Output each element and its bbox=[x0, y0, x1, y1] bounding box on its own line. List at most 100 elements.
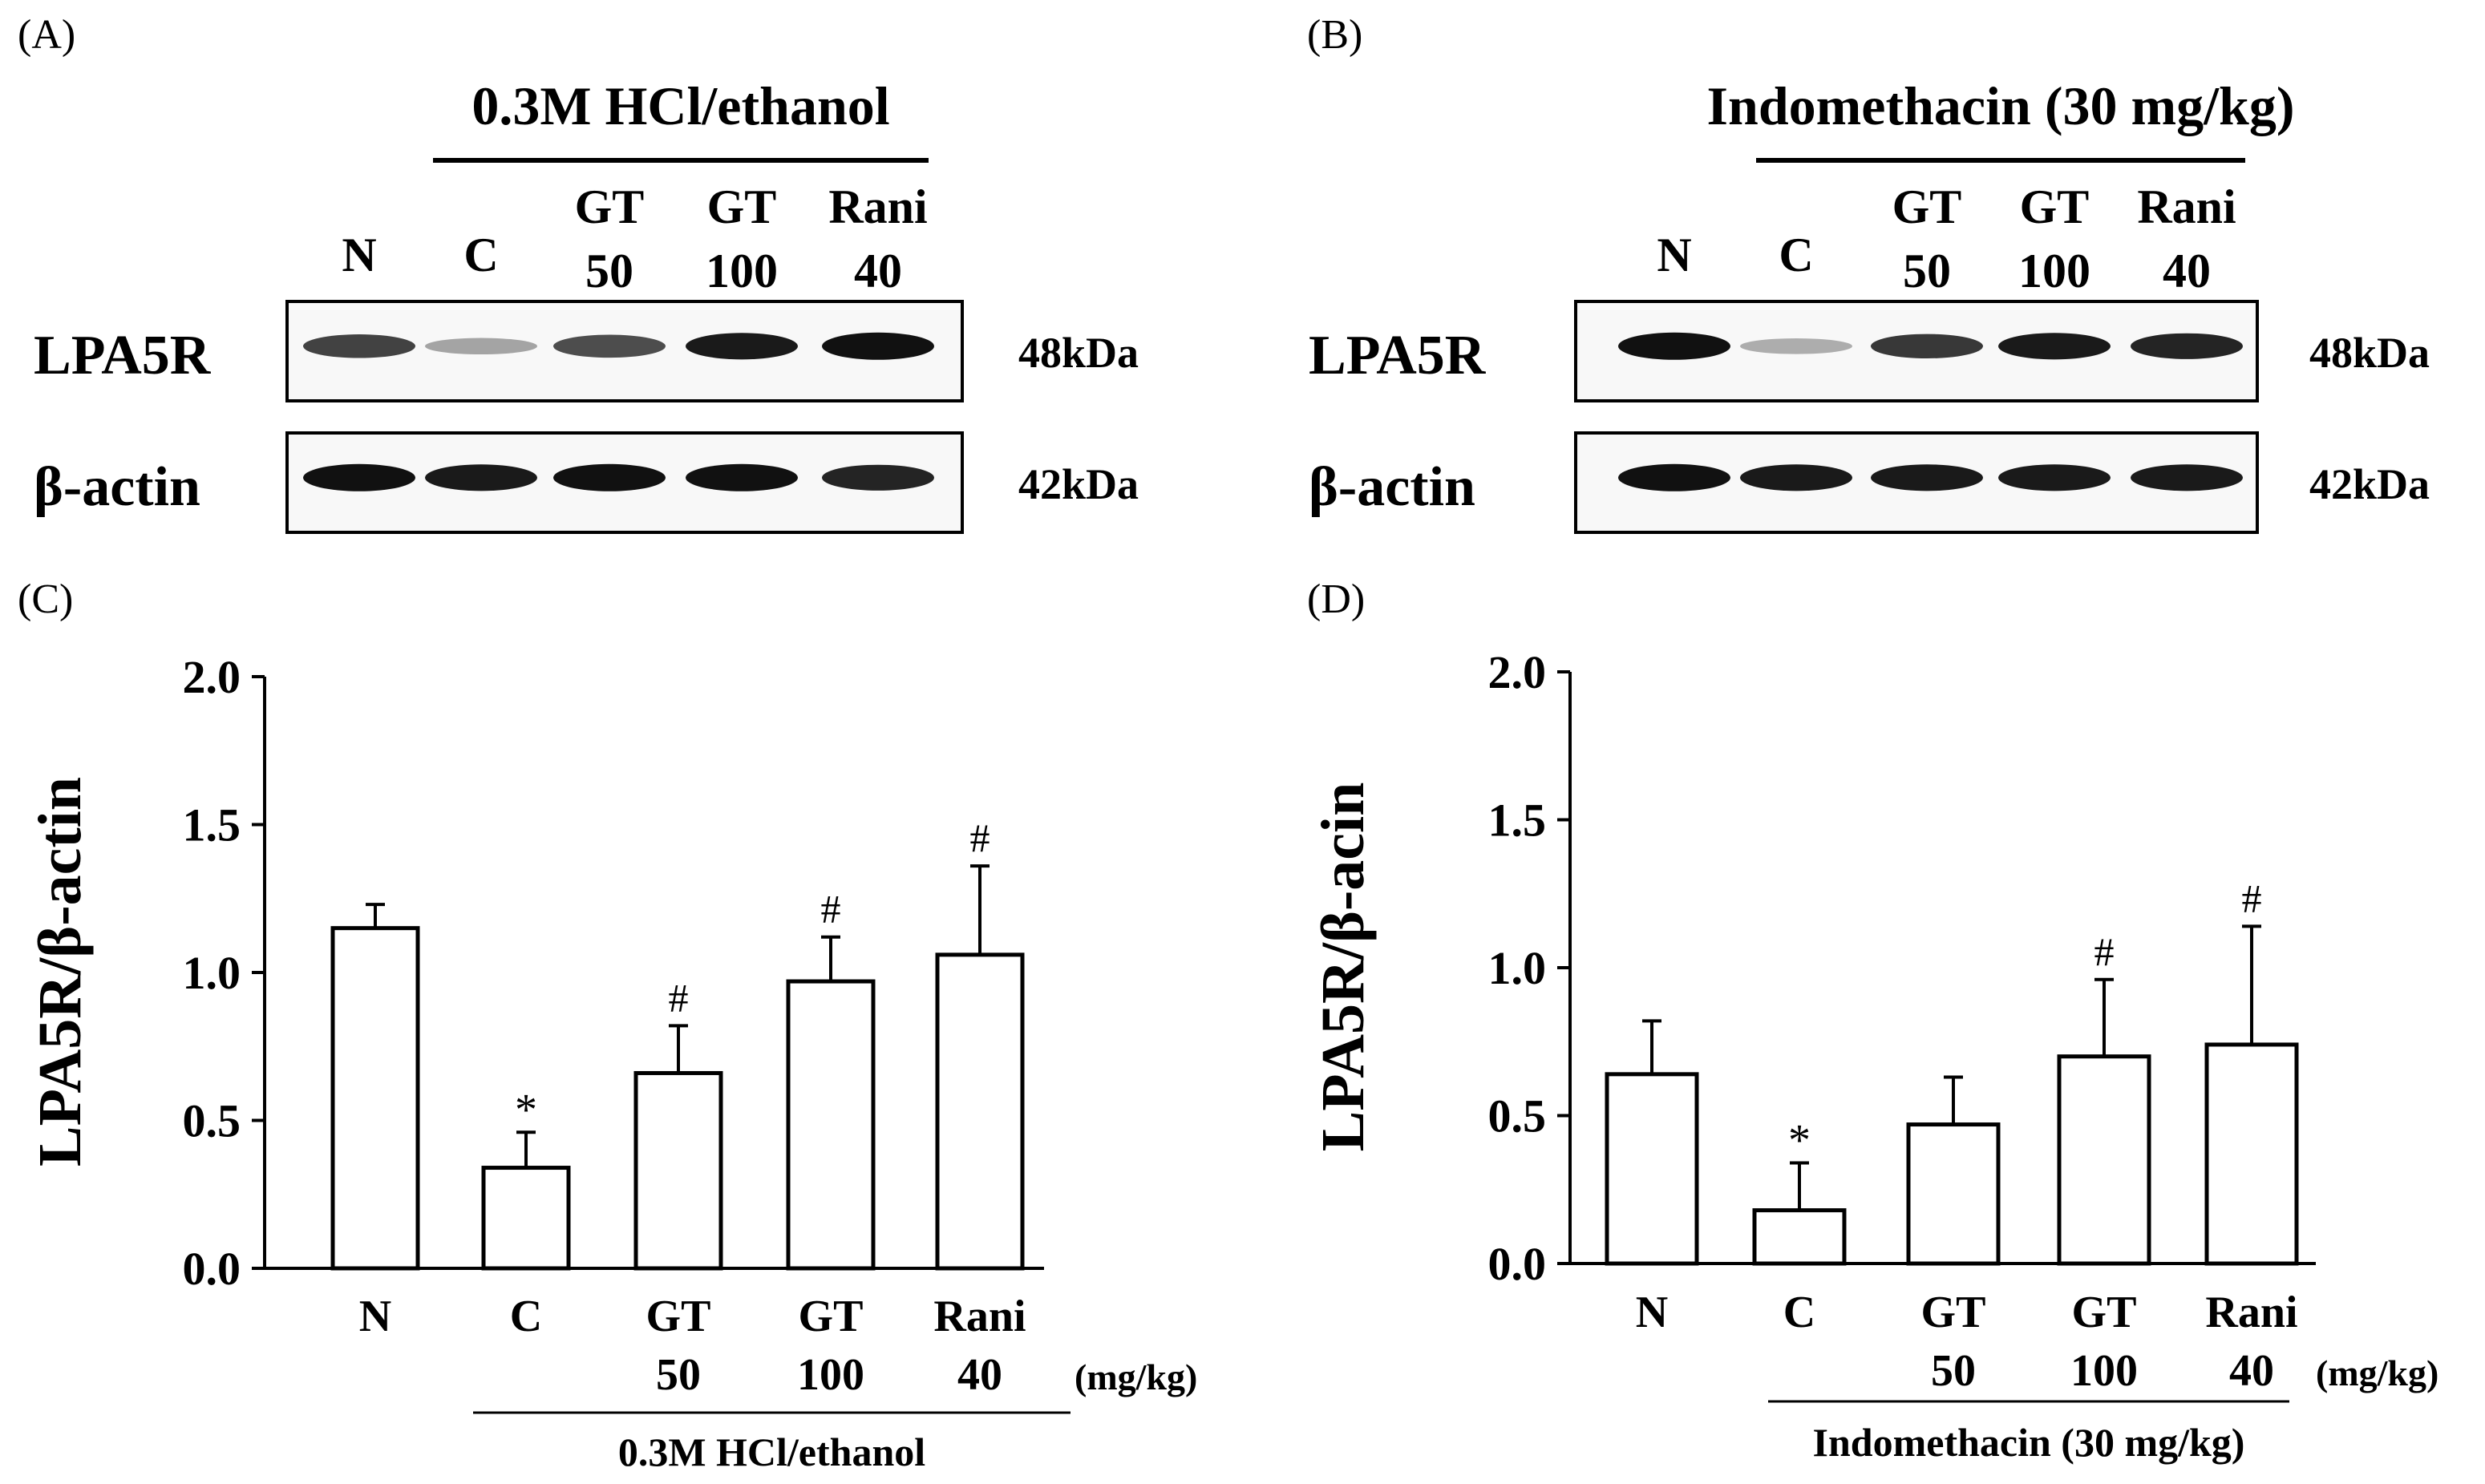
y-tick-label: 1.5 bbox=[183, 799, 241, 851]
x-tick-label: Rani bbox=[933, 1292, 1026, 1341]
x-tick-dose-label: 40 bbox=[2229, 1346, 2274, 1396]
bar bbox=[786, 979, 876, 1271]
y-tick-label: 2.0 bbox=[183, 651, 241, 703]
lane-label: GT bbox=[1892, 180, 1962, 233]
x-tick-dose-label: 40 bbox=[957, 1350, 1002, 1400]
blot-treatment-title: Indomethacin (30 mg/kg) bbox=[1707, 75, 2295, 136]
x-tick-label: C bbox=[510, 1292, 542, 1341]
molecular-weight-label: 48kDa bbox=[2309, 329, 2430, 377]
lane-label: C bbox=[1779, 228, 1813, 281]
blot-band bbox=[553, 463, 666, 491]
x-tick-dose-label: 100 bbox=[2070, 1346, 2138, 1396]
blot-band bbox=[1618, 332, 1730, 360]
lane-label: Rani bbox=[828, 180, 927, 233]
y-tick-label: 2.0 bbox=[1488, 646, 1547, 698]
blot-band bbox=[822, 464, 934, 491]
significance-marker: # bbox=[970, 815, 990, 860]
panel-label: (B) bbox=[1307, 12, 1362, 58]
blot-treatment-title: 0.3M HCl/ethanol bbox=[472, 75, 889, 136]
blot-band bbox=[1740, 338, 1852, 354]
x-tick-label: GT bbox=[646, 1292, 711, 1341]
x-tick-label: GT bbox=[799, 1292, 864, 1341]
y-tick-label: 0.5 bbox=[1488, 1090, 1547, 1142]
bar bbox=[2204, 1042, 2299, 1266]
blot-band bbox=[2131, 464, 2243, 491]
y-tick-label: 1.0 bbox=[183, 947, 241, 999]
lane-label: GT bbox=[707, 180, 777, 233]
x-tick-dose-label: 50 bbox=[656, 1350, 701, 1400]
significance-marker: * bbox=[1788, 1116, 1811, 1166]
bar bbox=[633, 1070, 723, 1271]
blot-band bbox=[686, 333, 798, 360]
protein-label: LPA5R bbox=[1309, 325, 1487, 386]
blot-band bbox=[1871, 464, 1983, 491]
molecular-weight-label: 48kDa bbox=[1018, 329, 1139, 377]
significance-marker: # bbox=[2242, 875, 2262, 920]
y-tick-label: 0.5 bbox=[183, 1095, 241, 1147]
significance-marker: # bbox=[2094, 929, 2115, 974]
western-blot-panels: (A) 0.3M HCl/ethanol N C GT 50 GT 100 Rani 40 LPA5… bbox=[18, 12, 2430, 534]
blot-band bbox=[553, 334, 666, 358]
treatment-label: 0.3M HCl/ethanol bbox=[618, 1429, 925, 1474]
blot-band bbox=[1871, 334, 1983, 358]
x-tick-dose-label: 100 bbox=[797, 1350, 864, 1400]
x-tick-label: GT bbox=[1921, 1288, 1986, 1337]
blot-band bbox=[1618, 463, 1730, 491]
panel-label: (A) bbox=[18, 12, 75, 58]
x-tick-label: C bbox=[1783, 1288, 1815, 1337]
bar-chart-c: (C) 0.0 0.5 1.0 1.5 2.0 LPA5R/β-actin N * C # GT 50 #… bbox=[18, 576, 1197, 1474]
protein-label: β-actin bbox=[34, 456, 200, 518]
y-tick-label: 0.0 bbox=[183, 1243, 241, 1295]
x-tick-label: Rani bbox=[2205, 1288, 2297, 1337]
x-tick-label: N bbox=[359, 1292, 391, 1341]
lane-dose-label: 50 bbox=[1903, 245, 1951, 297]
blot-band bbox=[303, 334, 415, 358]
blot-band bbox=[822, 332, 934, 360]
protein-label: LPA5R bbox=[34, 325, 212, 386]
bar bbox=[2057, 1054, 2151, 1266]
blot-band bbox=[1998, 333, 2111, 360]
x-tick-label: GT bbox=[2072, 1288, 2137, 1337]
blot-band bbox=[425, 464, 537, 491]
lane-label: GT bbox=[575, 180, 645, 233]
molecular-weight-label: 42kDa bbox=[1018, 460, 1139, 508]
lane-dose-label: 100 bbox=[706, 245, 778, 297]
protein-label: β-actin bbox=[1309, 456, 1475, 518]
x-tick-label: N bbox=[1636, 1288, 1668, 1337]
bar bbox=[330, 926, 420, 1271]
y-tick-label: 0.0 bbox=[1488, 1238, 1547, 1290]
lane-dose-label: 100 bbox=[2018, 245, 2090, 297]
x-tick-dose-label: 50 bbox=[1931, 1346, 1976, 1396]
y-tick-label: 1.5 bbox=[1488, 795, 1547, 847]
molecular-weight-label: 42kDa bbox=[2309, 460, 2430, 508]
lane-dose-label: 40 bbox=[854, 245, 902, 297]
treatment-label: Indomethacin (30 mg/kg) bbox=[1813, 1420, 2245, 1465]
bar bbox=[1752, 1208, 1847, 1266]
y-axis-title: LPA5R/β-acin bbox=[1309, 782, 1377, 1152]
panel-label: (D) bbox=[1307, 576, 1365, 622]
blot-band bbox=[303, 463, 415, 491]
panel-label: (C) bbox=[18, 576, 73, 622]
lane-label: N bbox=[1657, 228, 1691, 281]
bar-chart-d: (D) 0.0 0.5 1.0 1.5 2.0 LPA5R/β-acin N * C GT 50 # GT… bbox=[1307, 576, 2438, 1465]
blot-band bbox=[1740, 464, 1852, 491]
significance-marker: # bbox=[669, 975, 689, 1020]
blot-panel-b: (B) Indomethacin (30 mg/kg) N C GT 50 GT 100 Ran… bbox=[1307, 12, 2430, 534]
lane-dose-label: 50 bbox=[585, 245, 633, 297]
y-tick-label: 1.0 bbox=[1488, 942, 1547, 994]
blot-panel-a: (A) 0.3M HCl/ethanol N C GT 50 GT 100 Rani 40 LPA5… bbox=[18, 12, 1139, 534]
blot-band bbox=[686, 463, 798, 491]
blot-band bbox=[1998, 464, 2111, 491]
y-axis-title: LPA5R/β-actin bbox=[26, 777, 94, 1167]
bar bbox=[935, 952, 1025, 1271]
bar bbox=[481, 1166, 571, 1271]
lane-label: N bbox=[342, 228, 376, 281]
lane-label: GT bbox=[2020, 180, 2090, 233]
blot-band bbox=[425, 338, 537, 355]
blot-band bbox=[2131, 333, 2243, 359]
significance-marker: # bbox=[821, 887, 841, 932]
lane-label: Rani bbox=[2137, 180, 2236, 233]
lane-label: C bbox=[463, 228, 498, 281]
bar bbox=[1906, 1122, 2001, 1266]
